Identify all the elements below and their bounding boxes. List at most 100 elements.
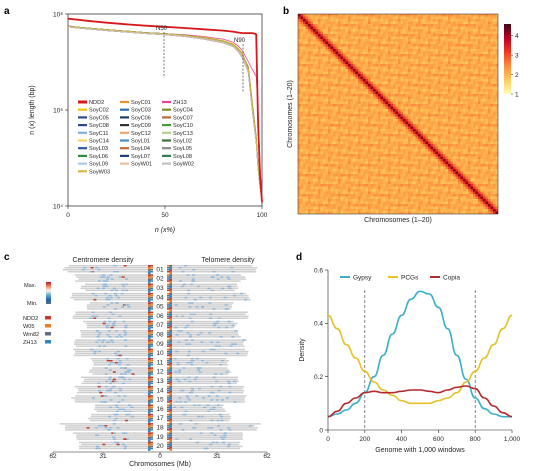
heatmap-cell (455, 24, 459, 27)
heatmap-cell (320, 156, 324, 160)
heatmap-cell (388, 76, 391, 80)
heatmap-cell (420, 59, 424, 62)
heatmap-cell (413, 104, 416, 107)
heatmap-cell (443, 39, 446, 42)
heatmap-cell (358, 136, 361, 140)
heatmap-cell (340, 21, 344, 25)
heatmap-cell (425, 129, 429, 132)
heatmap-cell (385, 89, 389, 92)
heatmap-cell (490, 31, 494, 35)
heatmap-cell (445, 104, 449, 107)
heatmap-cell (468, 51, 471, 55)
heatmap-cell (420, 39, 424, 42)
heatmap-cell (335, 54, 339, 57)
heatmap-cell (303, 166, 306, 170)
heatmap-cell (408, 64, 411, 67)
heatmap-cell (415, 66, 419, 70)
heatmap-cell (490, 139, 494, 142)
heatmap-cell (410, 141, 414, 145)
heatmap-cell (375, 164, 379, 167)
heatmap-cell (335, 71, 339, 75)
heatmap-cell (443, 61, 446, 65)
heatmap-cell (465, 154, 469, 157)
heatmap-cell (485, 41, 489, 45)
heatmap-cell (395, 139, 399, 142)
heatmap-cell (365, 91, 369, 95)
heatmap-cell (358, 64, 361, 67)
heatmap-cell (455, 71, 459, 75)
heatmap-cell (350, 79, 354, 82)
heatmap-cell (313, 49, 316, 52)
heatmap-cell (343, 36, 346, 40)
heatmap-cell (443, 146, 446, 150)
heatmap-cell (363, 79, 366, 82)
heatmap-cell (413, 41, 416, 45)
heatmap-cell (488, 81, 491, 85)
heatmap-cell (390, 66, 394, 70)
heatmap-cell (328, 126, 331, 130)
heatmap-cell (393, 81, 396, 85)
heatmap-cell (475, 24, 479, 27)
heatmap-cell (418, 146, 421, 150)
heatmap-cell (475, 164, 479, 167)
heatmap-cell (443, 126, 446, 130)
heatmap-cell (343, 74, 346, 77)
heatmap-cell (310, 54, 314, 57)
heatmap-cell (365, 39, 369, 42)
legend-label-soyc01: SoyC01 (131, 100, 151, 106)
heatmap-cell (398, 141, 401, 145)
series-line-soyw03 (67, 25, 263, 200)
heatmap-cell (393, 106, 396, 110)
heatmap-cell (443, 164, 446, 167)
heatmap-cell (445, 54, 449, 57)
heatmap-cell (345, 74, 349, 77)
heatmap-cell (463, 46, 466, 50)
heatmap-cell (465, 139, 469, 142)
legend-label-soyc05: SoyC05 (89, 115, 109, 121)
heatmap-cell (470, 26, 474, 30)
heatmap-cell (413, 111, 416, 115)
heatmap-cell (323, 34, 326, 37)
heatmap-cell (400, 119, 404, 122)
heatmap-cell (335, 141, 339, 145)
heatmap-cell (298, 144, 301, 147)
heatmap-cell (465, 44, 469, 47)
heatmap-cell (470, 61, 474, 65)
heatmap-cell (405, 101, 409, 105)
heatmap-cell (455, 66, 459, 70)
heatmap-cell (425, 84, 429, 87)
heatmap-cell (388, 159, 391, 162)
heatmap-cell (343, 131, 346, 135)
heatmap-cell (345, 34, 349, 37)
heatmap-cell (360, 141, 364, 145)
heatmap-cell (330, 104, 334, 107)
heatmap-cell (418, 121, 421, 125)
heatmap-cell (310, 109, 314, 112)
heatmap-cell (443, 36, 446, 40)
heatmap-cell (408, 89, 411, 92)
heatmap-cell (450, 44, 454, 47)
heatmap-cell (475, 111, 479, 115)
heatmap-cell (348, 91, 351, 95)
heatmap-cell (345, 41, 349, 45)
heatmap-cell (420, 129, 424, 132)
heatmap-cell (378, 54, 381, 57)
heatmap-cell (418, 19, 421, 22)
heatmap-cell (445, 46, 449, 50)
heatmap-cell (405, 151, 409, 155)
heatmap-cell (390, 16, 394, 20)
heatmap-cell (443, 104, 446, 107)
heatmap-cell (308, 104, 311, 107)
heatmap-cell (403, 91, 406, 95)
heatmap-cell (368, 74, 371, 77)
heatmap-cell (438, 124, 441, 127)
heatmap-cell (405, 49, 409, 52)
heatmap-cell (408, 104, 411, 107)
heatmap-cell (395, 91, 399, 95)
heatmap-cell (410, 16, 414, 20)
heatmap-cell (473, 154, 476, 157)
heatmap-cell (450, 124, 454, 127)
heatmap-cell (398, 116, 401, 120)
heatmap-cell (443, 71, 446, 75)
heatmap-cell (350, 144, 354, 147)
